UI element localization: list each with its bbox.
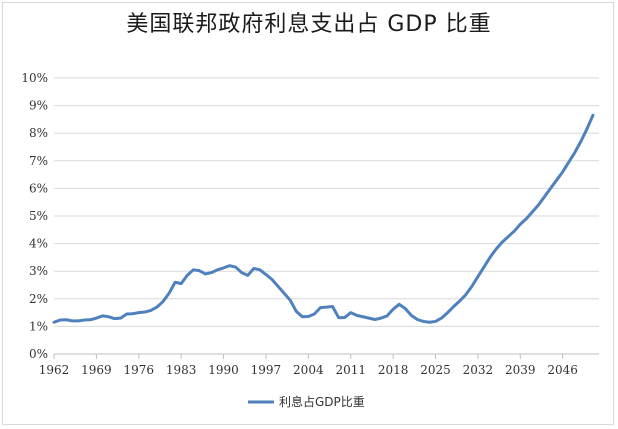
legend: 利息占GDP比重	[248, 394, 365, 409]
x-tick-label: 1990	[208, 363, 239, 377]
y-tick-label: 7%	[29, 154, 48, 168]
y-axis-ticks: 0% 1% 2% 3% 4% 5% 6% 7% 8% 9% 10%	[21, 71, 48, 361]
x-tick-label: 2018	[378, 363, 409, 377]
y-tick-label: 10%	[21, 71, 48, 85]
series-line	[52, 113, 595, 324]
y-tick-label: 4%	[29, 237, 48, 251]
x-axis-ticks: 1962 1969 1976 1983 1990 1997 2004 2011 2018 2025…	[39, 354, 578, 377]
x-tick-label: 1976	[124, 363, 155, 377]
series-lines	[52, 113, 595, 324]
x-tick-label: 1962	[39, 363, 70, 377]
x-tick-label: 1997	[251, 363, 282, 377]
x-tick-label: 2025	[420, 363, 451, 377]
y-tick-label: 5%	[29, 209, 48, 223]
y-tick-label: 0%	[29, 347, 48, 361]
x-tick-label: 2004	[293, 363, 324, 377]
y-tick-label: 3%	[29, 264, 48, 278]
gridlines	[54, 77, 599, 327]
x-tick-label: 2039	[505, 363, 536, 377]
x-tick-label: 1969	[81, 363, 112, 377]
y-tick-label: 2%	[29, 292, 48, 306]
x-tick-label: 2046	[547, 363, 578, 377]
x-tick-label: 1983	[166, 363, 197, 377]
y-tick-label: 9%	[29, 99, 48, 113]
x-tick-label: 2032	[463, 363, 494, 377]
y-tick-label: 1%	[29, 319, 48, 333]
chart-title: 美国联邦政府利息支出占 GDP 比重	[126, 12, 492, 37]
y-tick-label: 8%	[29, 126, 48, 140]
y-tick-label: 6%	[29, 181, 48, 195]
x-tick-label: 2011	[335, 363, 366, 377]
legend-label: 利息占GDP比重	[279, 394, 365, 409]
